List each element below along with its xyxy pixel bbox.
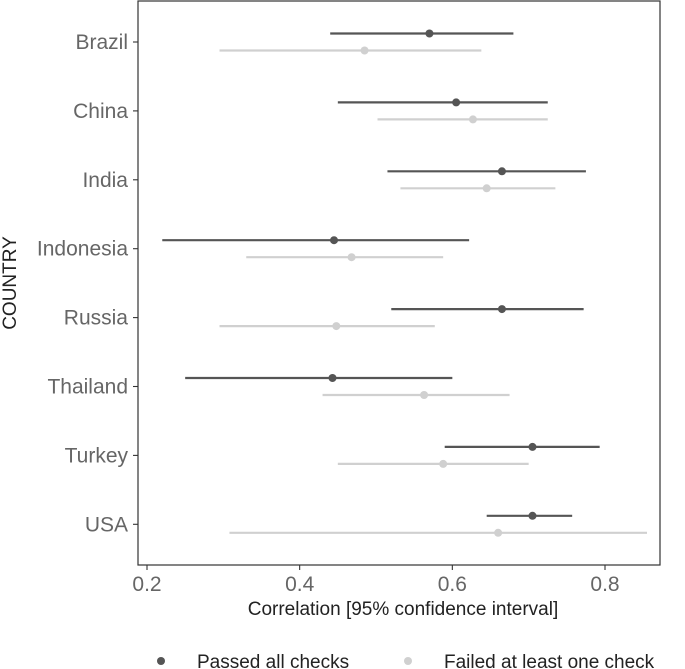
estimate-point (347, 253, 356, 262)
y-tick-label: Russia (64, 307, 129, 330)
estimate-point (328, 374, 337, 382)
y-tick-label: Brazil (75, 31, 128, 54)
y-tick-label: India (82, 169, 128, 192)
legend: Passed all checks Failed at least one che… (157, 652, 655, 669)
x-tick-label: 0.2 (132, 573, 161, 596)
estimate-point (452, 98, 461, 107)
legend-label: Passed all checks (197, 652, 349, 669)
y-tick-label: Thailand (47, 376, 128, 399)
estimate-point (468, 115, 477, 124)
estimate-point (497, 305, 506, 314)
estimate-point (332, 322, 341, 331)
y-axis-title: COUNTRY (0, 236, 21, 330)
x-tick-label: 0.8 (590, 573, 619, 596)
estimate-point (497, 167, 506, 176)
estimate-point (482, 184, 491, 193)
estimate-point (494, 528, 503, 537)
estimate-point (528, 442, 537, 451)
y-axis: Brazil China India Indonesia Russia Thailand T… (37, 31, 138, 536)
legend-label: Failed at least one check (444, 652, 655, 669)
y-tick-label: Turkey (65, 444, 129, 467)
x-tick-label: 0.6 (438, 573, 467, 596)
estimate-point (528, 511, 537, 520)
x-axis: 0.2 0.4 0.6 0.8 (132, 565, 620, 596)
estimate-point (330, 236, 339, 245)
estimate-point (360, 46, 369, 55)
estimate-point (420, 391, 429, 399)
y-tick-label: USA (85, 513, 128, 536)
y-tick-label: Indonesia (37, 238, 128, 261)
chart-marks (162, 29, 647, 537)
legend-key (157, 657, 165, 665)
x-axis-title: Correlation [95% confidence interval] (248, 599, 559, 620)
plot-panel-border (137, 0, 661, 566)
x-tick-label: 0.4 (285, 573, 315, 596)
estimate-point (425, 29, 434, 38)
estimate-point (439, 459, 448, 468)
legend-key (404, 657, 412, 665)
y-tick-label: China (73, 100, 128, 123)
